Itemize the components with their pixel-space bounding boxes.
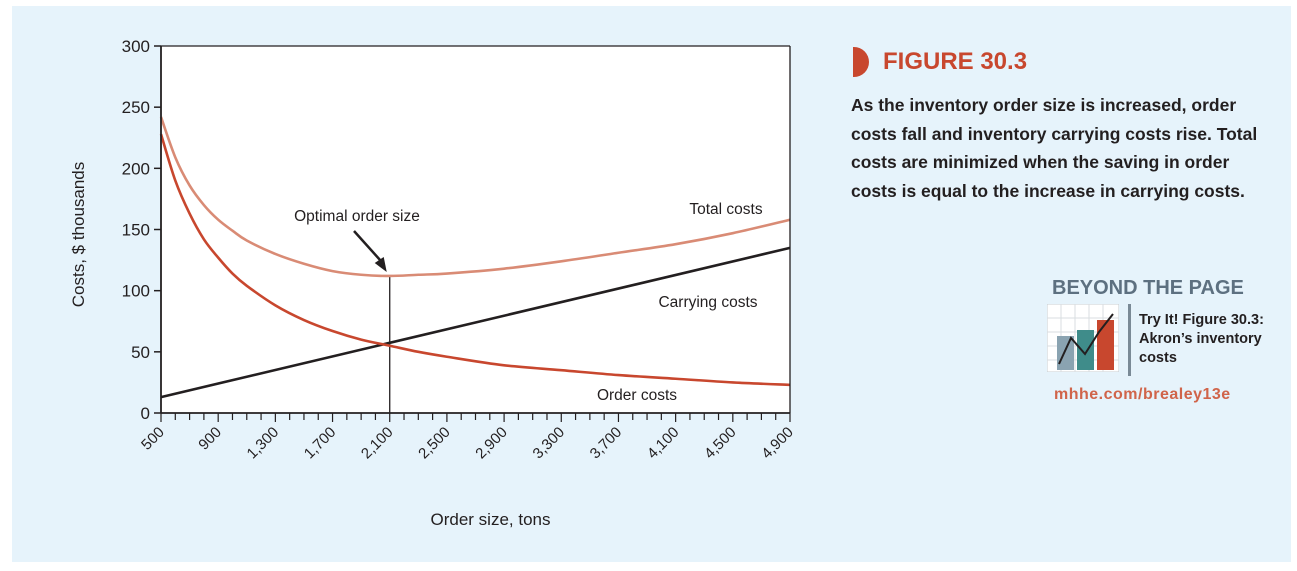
x-tick-label: 1,300 [244, 424, 283, 463]
figure-title: FIGURE 30.3 [853, 46, 1027, 78]
figure-title-text: FIGURE 30.3 [883, 48, 1028, 75]
x-tick-label: 2,900 [472, 424, 511, 463]
order-costs-line [159, 133, 791, 387]
total-costs-label: Total costs [689, 201, 762, 218]
y-tick-label: 100 [122, 282, 150, 301]
y-tick-label: 150 [122, 221, 150, 240]
x-tick-label: 2,500 [415, 424, 454, 463]
y-tick-label: 300 [122, 37, 150, 56]
x-tick-label: 3,300 [530, 424, 569, 463]
optimal-order-label: Optimal order size [294, 208, 420, 225]
x-tick-label: 2,100 [358, 424, 397, 463]
figure-panel: 0 50 100 150 200 250 300 500 900 1,300 1,700 2,100 2… [12, 6, 1291, 562]
optimal-order-arrow [353, 230, 384, 264]
y-tick-label: 50 [131, 343, 150, 362]
figure-tab-marker [853, 47, 869, 77]
x-tick-label: 900 [195, 424, 225, 454]
x-tick-label: 4,900 [758, 424, 797, 463]
carrying-costs-label: Carrying costs [658, 294, 757, 311]
x-tick-label: 4,500 [701, 424, 740, 463]
y-tick-label: 0 [141, 404, 150, 423]
carrying-costs-line [160, 246, 791, 399]
beyond-page-heading: BEYOND THE PAGE [1052, 277, 1244, 299]
beyond-page-divider [1128, 304, 1131, 376]
cost-chart: 0 50 100 150 200 250 300 500 900 1,300 1,700 2,100 2… [69, 37, 797, 529]
total-costs-line [159, 116, 791, 278]
y-axis-title: Costs, $ thousands [69, 162, 88, 308]
x-tick-label: 1,700 [301, 424, 340, 463]
figure-caption: As the inventory order size is increased… [851, 95, 1258, 201]
order-costs-label: Order costs [597, 387, 677, 404]
y-tick-label: 250 [122, 98, 150, 117]
x-tick-label: 4,100 [644, 424, 683, 463]
x-tick-label: 3,700 [587, 424, 626, 463]
beyond-page-text: Try It! Figure 30.3: Akron’s inventory c… [1139, 312, 1264, 366]
x-axis-title: Order size, tons [431, 510, 551, 529]
plot-area [161, 46, 790, 413]
bar-chart-icon [1046, 303, 1120, 377]
y-tick-label: 200 [122, 159, 150, 178]
beyond-page-link[interactable]: mhhe.com/brealey13e [1054, 386, 1231, 403]
optimal-order-arrowhead [374, 256, 387, 272]
x-tick-label: 500 [138, 424, 168, 454]
